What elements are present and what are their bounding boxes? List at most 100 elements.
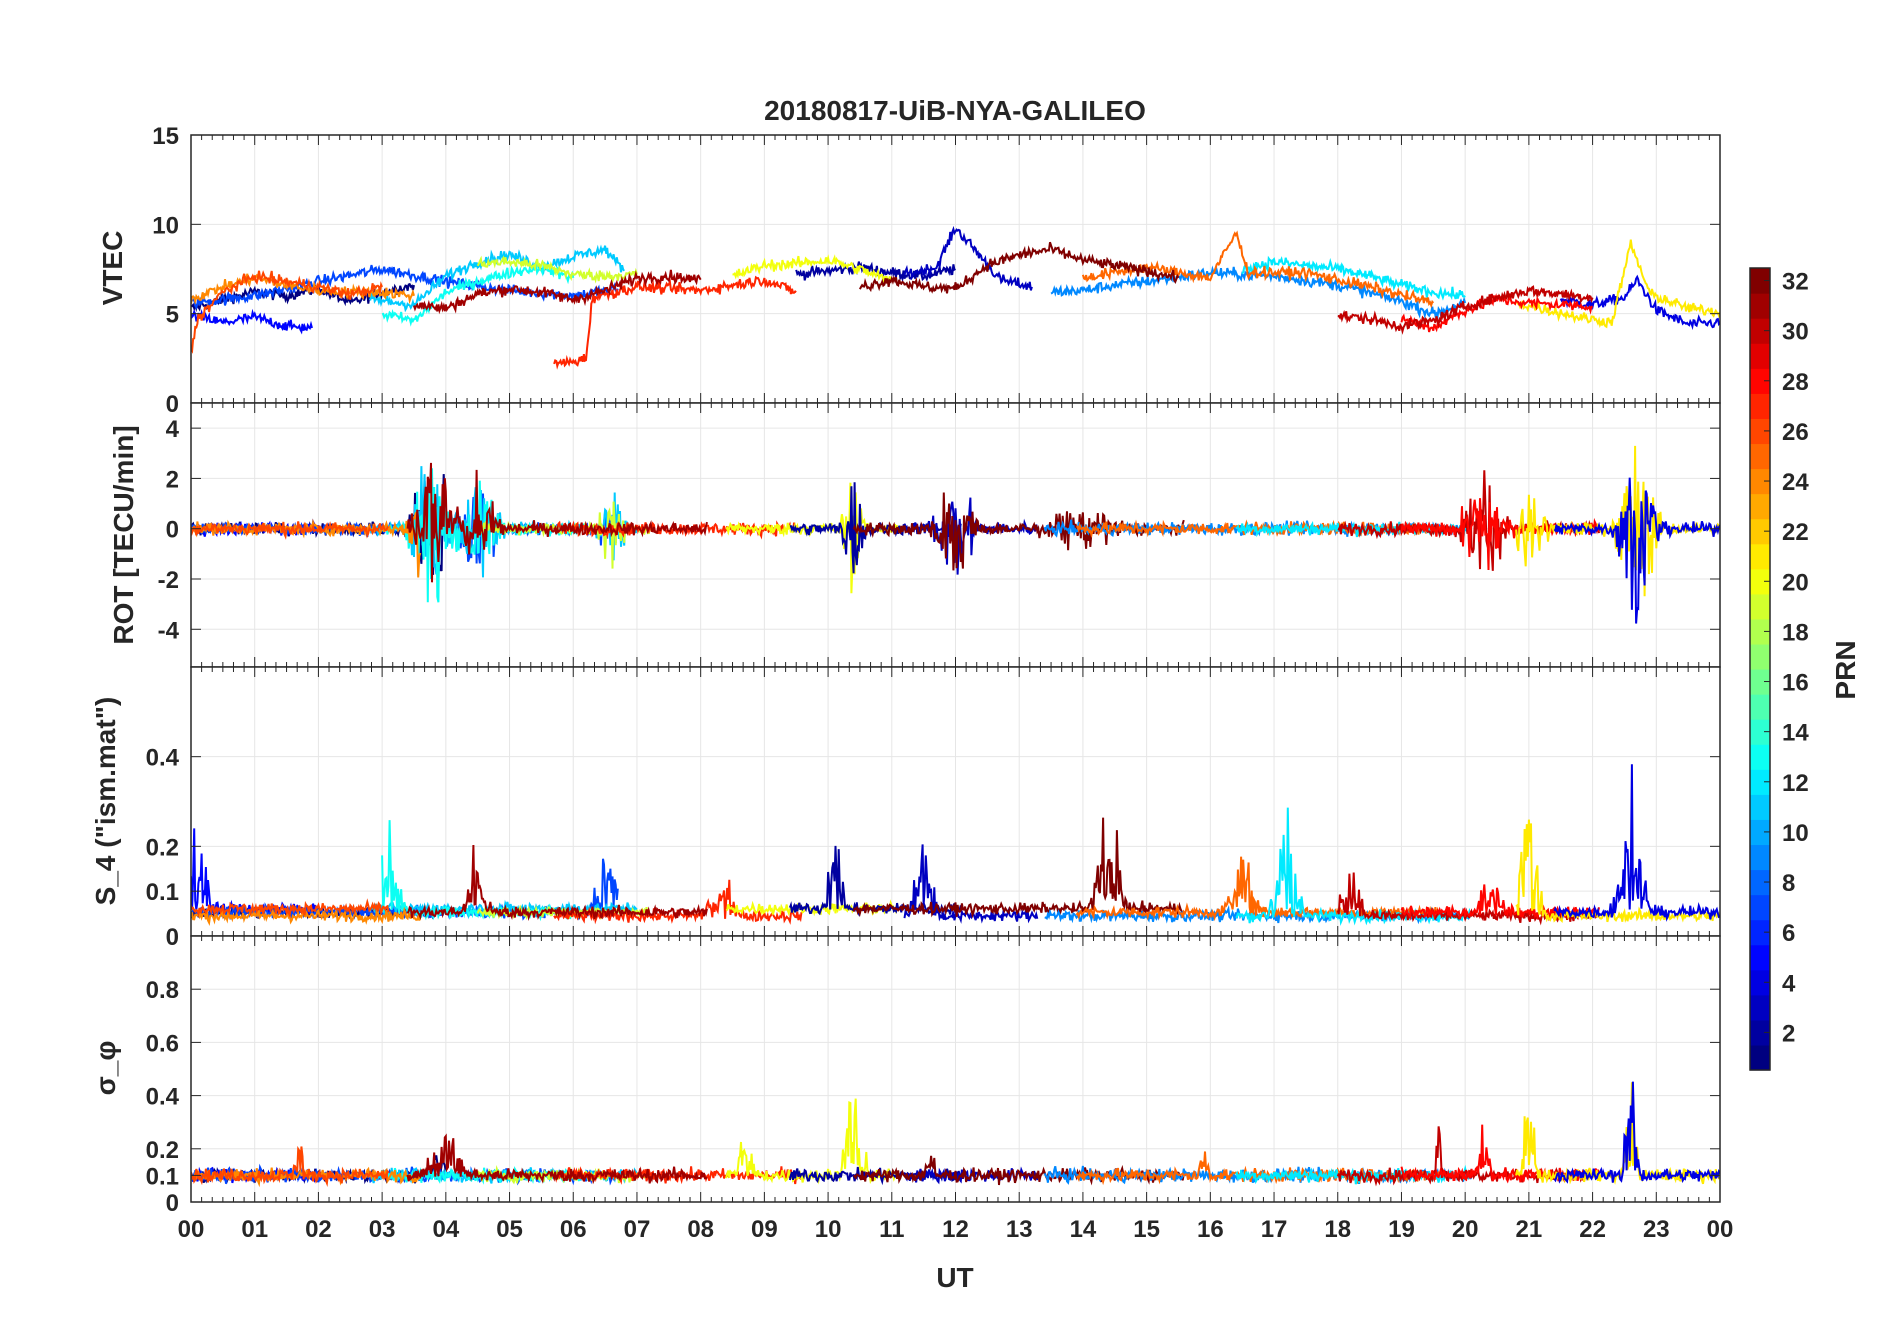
y-tick-label: 0.4: [146, 1084, 180, 1111]
colorbar-segment: [1750, 518, 1770, 545]
x-tick-label: 05: [496, 1216, 523, 1243]
x-tick-label: 17: [1261, 1216, 1288, 1243]
series-prn-11: [368, 1167, 638, 1184]
vtec-series-prn-4: [1559, 274, 1720, 331]
colorbar-tick-label: 6: [1782, 920, 1795, 947]
colorbar-segment: [1750, 719, 1770, 745]
series-prn-31: [406, 844, 708, 922]
x-tick-label: 16: [1197, 1216, 1224, 1243]
y-tick-label: 0.2: [146, 1137, 179, 1164]
series-prn-26: [191, 521, 390, 540]
y-axis-label: S_4 ("ism.mat"): [90, 697, 121, 906]
traces: [191, 445, 1720, 624]
sigma-phi-panel: 00.10.2 0.4 0.6 0.8 σ_φ: [90, 935, 1721, 1217]
colorbar-segment: [1750, 694, 1770, 720]
colorbar-segment: [1750, 919, 1770, 946]
y-tick-label: 0: [166, 924, 179, 951]
rot-panel: -4 -2 0 2 4 ROT [TECU/min]: [108, 402, 1721, 668]
colorbar-tick-label: 16: [1782, 670, 1809, 697]
colorbar-tick-label: 8: [1782, 870, 1795, 897]
y-tick-label: 10: [152, 212, 179, 239]
colorbar-tick-label: 32: [1782, 269, 1809, 296]
series-prn-21: [1515, 819, 1720, 923]
colorbar-segment: [1750, 343, 1770, 369]
x-tick-label: 22: [1579, 1216, 1606, 1243]
colorbar-tick-label: 4: [1782, 970, 1796, 997]
colorbar-segment: [1750, 293, 1770, 319]
colorbar-tick-label: 22: [1782, 519, 1809, 546]
x-tick-label: 14: [1070, 1216, 1097, 1243]
y-tick-label: 0.1: [146, 879, 179, 906]
y-tick-label: 5: [166, 302, 179, 329]
y-tick-label: 0.8: [146, 977, 179, 1004]
colorbar-tick-label: 2: [1782, 1020, 1795, 1047]
colorbar-segment: [1750, 1019, 1770, 1046]
colorbar-label: PRN: [1830, 640, 1861, 699]
colorbar-segment: [1750, 318, 1770, 344]
colorbar-tick-label: 24: [1782, 469, 1809, 496]
series-prn-26: [191, 898, 390, 919]
series-prn-32: [852, 817, 1185, 919]
x-tick-label: 13: [1006, 1216, 1033, 1243]
vtec-series-prn-12: [1241, 255, 1466, 301]
x-tick-label: 09: [751, 1216, 778, 1243]
vtec-series-prn-28: [1400, 292, 1593, 333]
s4-panel: 0 0.1 0.2 0.4 S_4 ("ism.mat"): [90, 666, 1721, 951]
series-prn-24: [191, 906, 422, 926]
y-axis-label: VTEC: [97, 231, 128, 306]
y-tick-label: 0.2: [146, 834, 179, 861]
colorbar-segment: [1750, 568, 1770, 595]
colorbar-segment: [1750, 794, 1770, 820]
x-tick-label: 08: [687, 1216, 714, 1243]
vtec-series-prn-19: [476, 255, 638, 285]
colorbar-segment: [1750, 493, 1770, 520]
colorbar-tick-label: 18: [1782, 619, 1809, 646]
x-tick-label: 04: [432, 1216, 459, 1243]
y-tick-label: -2: [158, 567, 179, 594]
chart-title: 20180817-UiB-NYA-GALILEO: [764, 95, 1146, 126]
x-tick-label: 03: [369, 1216, 396, 1243]
y-tick-label: 0: [166, 391, 179, 418]
vtec-series-prn-20: [732, 254, 893, 284]
colorbar-tick-label: 10: [1782, 820, 1809, 847]
colorbar-segment: [1750, 393, 1770, 419]
series-prn-26: [191, 1145, 390, 1187]
series-prn-4: [1553, 1081, 1720, 1184]
vtec-traces: [191, 225, 1720, 370]
vtec-series-prn-5: [191, 308, 313, 335]
x-tick-label: 23: [1643, 1216, 1670, 1243]
series-prn-3: [903, 844, 1039, 924]
x-tick-label: 19: [1388, 1216, 1415, 1243]
vtec-series-prn-31: [413, 269, 702, 315]
x-tick-label: 20: [1452, 1216, 1479, 1243]
vtec-series-prn-3: [903, 225, 1033, 291]
colorbar-segment: [1750, 769, 1770, 795]
x-tick-label: 10: [815, 1216, 842, 1243]
vtec-series-prn-26: [191, 270, 384, 354]
x-tick-label: 07: [624, 1216, 651, 1243]
x-tick-label: 00: [178, 1216, 205, 1243]
series-prn-31: [406, 462, 708, 583]
x-tick-label: 01: [241, 1216, 268, 1243]
vtec-series-prn-21: [1515, 239, 1720, 329]
colorbar-segment: [1750, 844, 1770, 871]
x-tick-label: 06: [560, 1216, 587, 1243]
series-prn-4: [1553, 477, 1720, 624]
series-prn-4: [1553, 764, 1720, 922]
colorbar-segment: [1750, 994, 1770, 1021]
vtec-series-prn-30: [1337, 285, 1594, 335]
y-tick-label: 15: [152, 123, 179, 150]
vtec-series-prn-32: [859, 241, 1180, 294]
colorbar-tick-label: 30: [1782, 319, 1809, 346]
y-tick-label: 0.4: [146, 745, 180, 772]
y-axis-label: ROT [TECU/min]: [108, 425, 139, 644]
colorbar-segment: [1750, 894, 1770, 921]
colorbar-segment: [1750, 869, 1770, 896]
colorbar-segment: [1750, 819, 1770, 846]
x-tick-label: 11: [879, 1216, 904, 1243]
series-prn-31: [406, 1133, 708, 1185]
x-tick-label: 18: [1324, 1216, 1351, 1243]
y-tick-label: 0: [166, 517, 179, 544]
